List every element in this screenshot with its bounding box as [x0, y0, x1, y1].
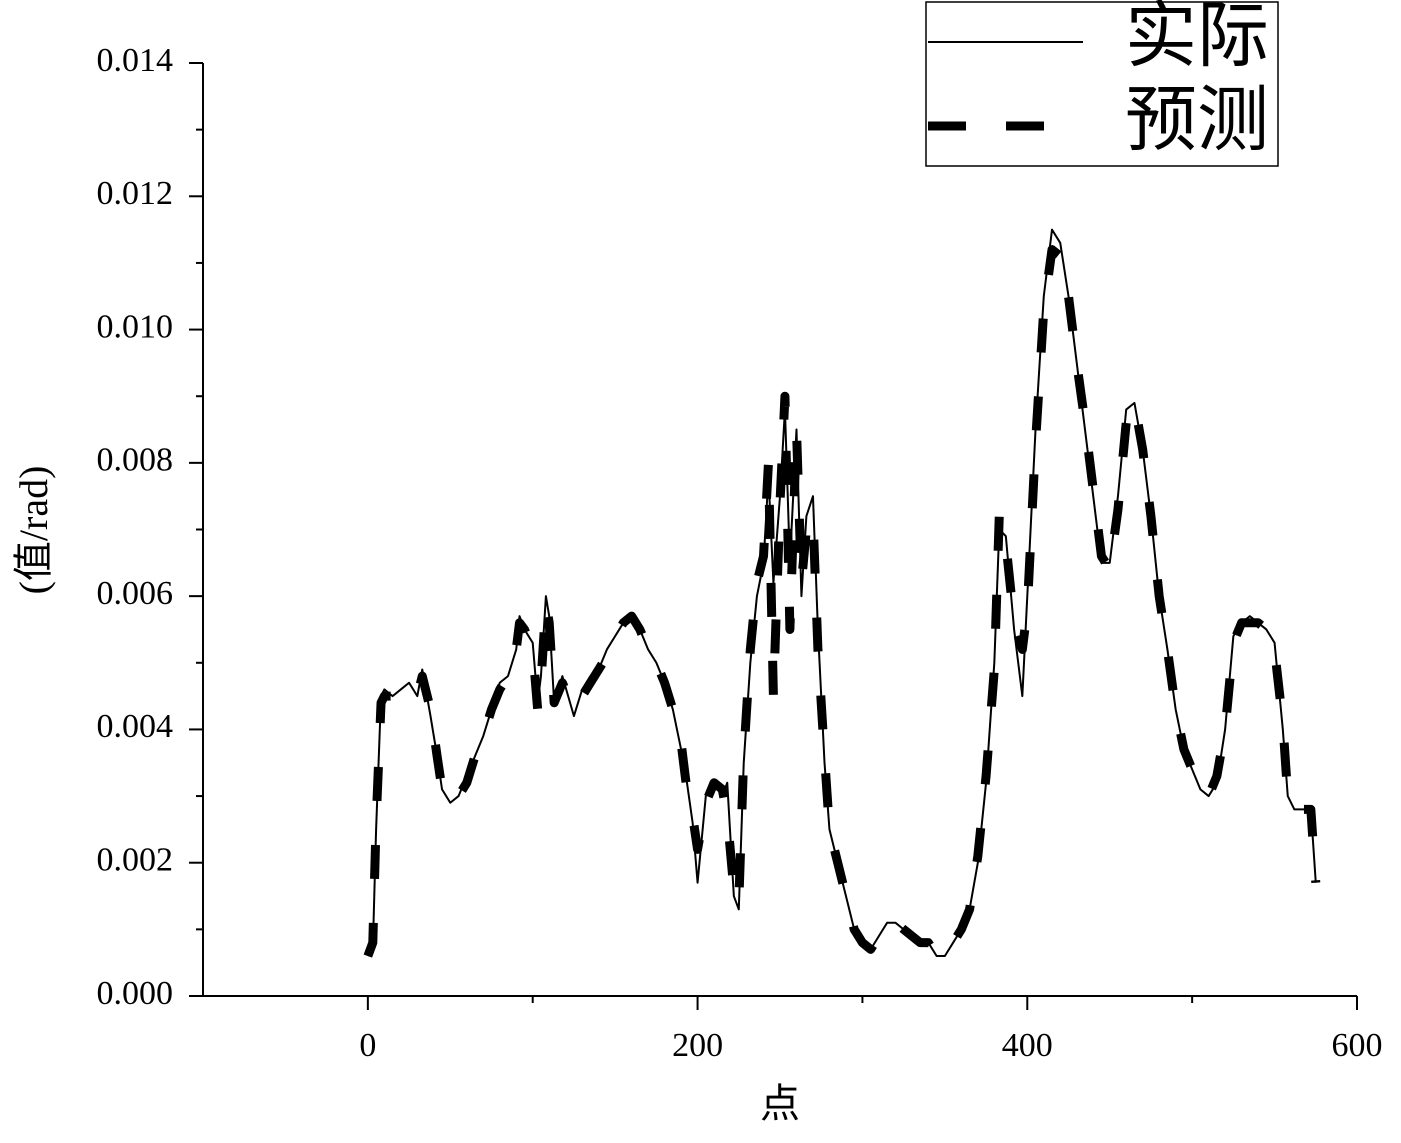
y-tick-label: 0.002: [97, 842, 174, 879]
x-tick-label: 400: [1002, 1027, 1053, 1064]
x-tick-label: 200: [672, 1027, 723, 1064]
y-tick-label: 0.014: [97, 42, 174, 79]
y-tick-label: 0.012: [97, 175, 174, 212]
y-tick-label: 0.000: [97, 975, 174, 1012]
x-axis-label: 点: [760, 1081, 800, 1126]
series-line: [363, 245, 1321, 961]
y-tick-label: 0.008: [97, 442, 174, 479]
legend-label: 实际: [1125, 0, 1269, 77]
x-tick-label: 0: [359, 1027, 376, 1064]
y-tick-label: 0.010: [97, 308, 174, 345]
y-tick-label: 0.004: [97, 708, 174, 745]
y-axis-label: (值/rad): [11, 466, 56, 595]
y-tick-label: 0.006: [97, 575, 174, 612]
x-tick-label: 600: [1332, 1027, 1383, 1064]
legend-box: [925, 1, 1279, 167]
series-line: [367, 228, 1317, 958]
legend-label: 预测: [1125, 81, 1269, 161]
